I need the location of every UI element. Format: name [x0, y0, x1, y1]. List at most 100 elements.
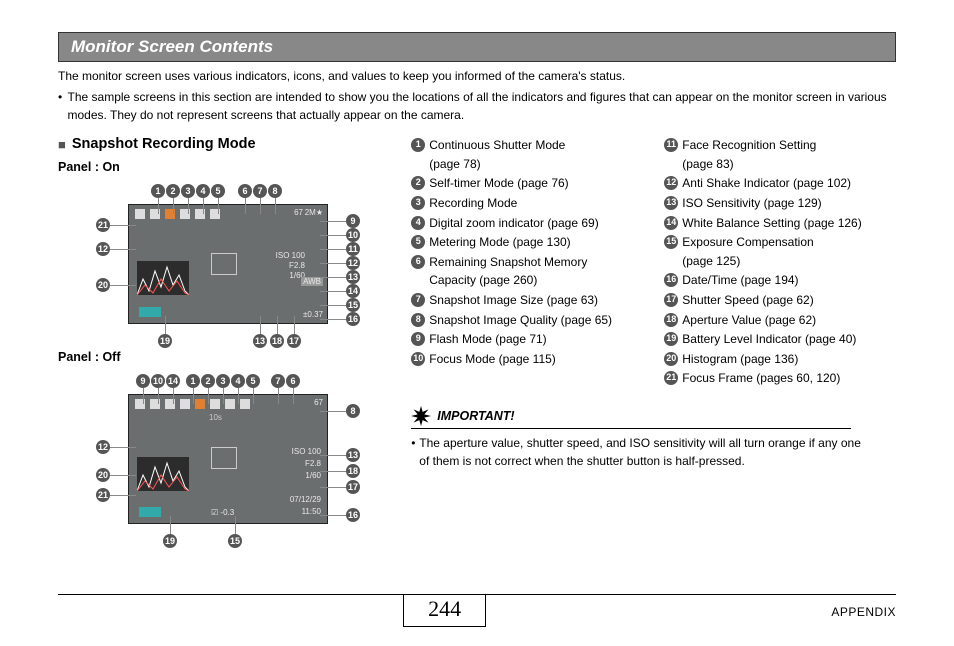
callout-number: 4 [231, 374, 245, 388]
footer-section: APPENDIX [831, 605, 896, 619]
legend-column-2: 11Face Recognition Setting(page 83)12Ant… [664, 136, 896, 544]
callout-number: 16 [346, 508, 360, 522]
callout-number: 5 [211, 184, 225, 198]
legend-item: 20Histogram (page 136) [664, 350, 896, 369]
legend-item: 8Snapshot Image Quality (page 65) [411, 311, 646, 330]
section-title-bar: Monitor Screen Contents [58, 32, 896, 62]
legend-item: 16Date/Time (page 194) [664, 271, 896, 290]
screen-f: F2.8 [289, 261, 305, 270]
legend-text: Focus Mode (page 115) [429, 350, 646, 369]
legend-text: ISO Sensitivity (page 129) [682, 194, 896, 213]
legend-text: Recording Mode [429, 194, 646, 213]
callout-number: 20 [96, 468, 110, 482]
legend-text: Snapshot Image Size (page 63) [429, 291, 646, 310]
legend-text: Flash Mode (page 71) [429, 330, 646, 349]
panel-off-label: Panel : Off [58, 350, 393, 364]
section-title: Monitor Screen Contents [71, 37, 273, 56]
subsection-heading: ■ Snapshot Recording Mode [58, 136, 393, 152]
focus-frame [211, 253, 237, 275]
callout-number: 13 [253, 334, 267, 348]
legend-text: Aperture Value (page 62) [682, 311, 896, 330]
legend-text: Face Recognition Setting [682, 136, 896, 155]
legend-text: Exposure Compensation [682, 233, 896, 252]
legend-item: 13ISO Sensitivity (page 129) [664, 194, 896, 213]
callout-number: 20 [96, 278, 110, 292]
callout-number: 21 [96, 218, 110, 232]
panel-on-label: Panel : On [58, 160, 393, 174]
page-footer: 244 APPENDIX [58, 594, 896, 628]
page-number: 244 [403, 594, 486, 627]
legend-text: Battery Level Indicator (page 40) [682, 330, 896, 349]
legend-number-icon: 9 [411, 332, 425, 346]
legend-item: 5Metering Mode (page 130) [411, 233, 646, 252]
callout-number: 16 [346, 312, 360, 326]
screen-f-off: F2.8 [305, 459, 321, 468]
legend-number-icon: 17 [664, 293, 678, 307]
legend-item: 19Battery Level Indicator (page 40) [664, 330, 896, 349]
legend-item: 4 Digital zoom indicator (page 69) [411, 214, 646, 233]
callout-number: 1 [186, 374, 200, 388]
callout-number: 3 [216, 374, 230, 388]
callout-number: 12 [346, 256, 360, 270]
callout-number: 18 [346, 464, 360, 478]
callout-number: 3 [181, 184, 195, 198]
callout-number: 6 [286, 374, 300, 388]
callout-number: 7 [271, 374, 285, 388]
camera-screen-off: 67 10s ISO 100 F2.8 1/60 07/12/29 11:50 … [128, 394, 328, 524]
legend-item: 18 Aperture Value (page 62) [664, 311, 896, 330]
legend-subtext: (page 78) [411, 155, 646, 174]
callout-number: 2 [166, 184, 180, 198]
screen-count: 67 [294, 208, 303, 217]
callout-number: 15 [228, 534, 242, 548]
callout-number: 9 [136, 374, 150, 388]
battery-icon [139, 307, 161, 317]
callout-number: 8 [268, 184, 282, 198]
bullet-icon: • [411, 435, 419, 470]
callout-number: 10 [151, 374, 165, 388]
legend-text: Digital zoom indicator (page 69) [429, 214, 646, 233]
legend-item: 2Self-timer Mode (page 76) [411, 174, 646, 193]
legend-number-icon: 20 [664, 352, 678, 366]
screen-time: 11:50 [302, 507, 321, 516]
screen-awb: AWB [301, 277, 323, 286]
panel-off-diagram: 67 10s ISO 100 F2.8 1/60 07/12/29 11:50 … [58, 368, 388, 544]
callout-number: 9 [346, 214, 360, 228]
callout-number: 21 [96, 488, 110, 502]
legend-item: 1Continuous Shutter Mode [411, 136, 646, 155]
callout-number: 13 [346, 448, 360, 462]
legend-item: 3Recording Mode [411, 194, 646, 213]
screen-shutter-off: 1/60 [305, 471, 321, 480]
legend-number-icon: 18 [664, 313, 678, 327]
screen-ev: ±0.37 [303, 310, 323, 319]
burst-icon [411, 406, 431, 426]
callout-number: 13 [346, 270, 360, 284]
intro-line-1: The monitor screen uses various indicato… [58, 68, 896, 85]
callout-number: 12 [96, 440, 110, 454]
legend-item: 9 Flash Mode (page 71) [411, 330, 646, 349]
callout-number: 19 [158, 334, 172, 348]
callout-number: 19 [163, 534, 177, 548]
legend-number-icon: 21 [664, 371, 678, 385]
important-label: IMPORTANT! [437, 409, 514, 423]
callout-number: 11 [346, 242, 360, 256]
legend-number-icon: 11 [664, 138, 678, 152]
callout-number: 5 [246, 374, 260, 388]
legend-number-icon: 6 [411, 255, 425, 269]
screen-iso-off: ISO 100 [292, 447, 321, 456]
legend-text: Continuous Shutter Mode [429, 136, 646, 155]
legend-number-icon: 8 [411, 313, 425, 327]
battery-icon-off [139, 507, 161, 517]
callout-number: 12 [96, 242, 110, 256]
screen-size: 2M★ [305, 208, 323, 217]
square-icon: ■ [58, 137, 66, 152]
legend-subtext: Capacity (page 260) [411, 271, 646, 290]
legend-item: 12Anti Shake Indicator (page 102) [664, 174, 896, 193]
legend-number-icon: 14 [664, 216, 678, 230]
callout-number: 2 [201, 374, 215, 388]
callout-number: 10 [346, 228, 360, 242]
legend-number-icon: 15 [664, 235, 678, 249]
legend-text: Shutter Speed (page 62) [682, 291, 896, 310]
legend-number-icon: 4 [411, 216, 425, 230]
focus-frame-off [211, 447, 237, 469]
diagram-column: ■ Snapshot Recording Mode Panel : On 67 … [58, 136, 393, 544]
